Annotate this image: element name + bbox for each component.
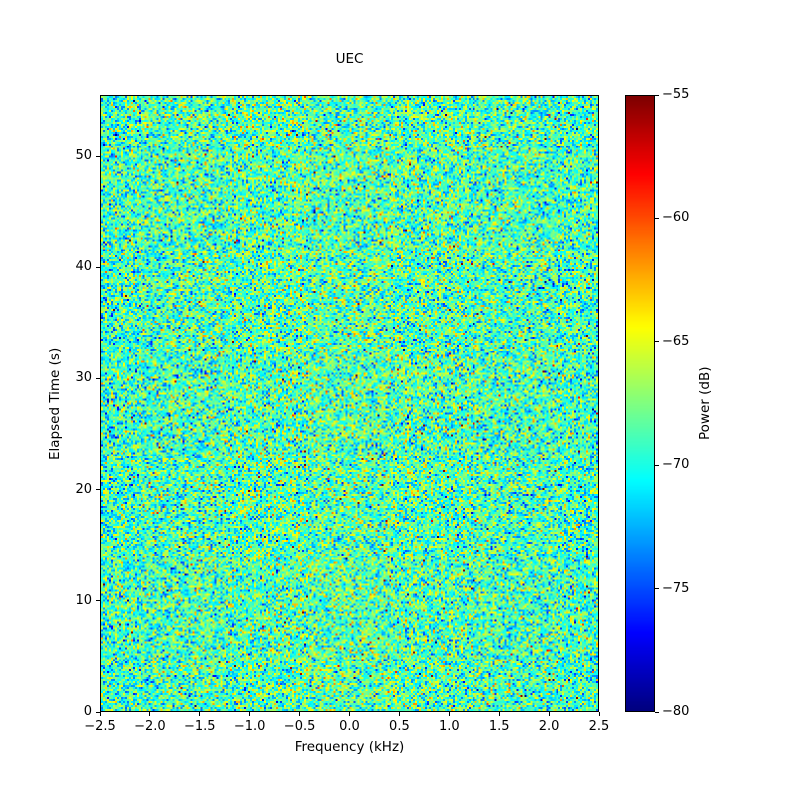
colorbar [625, 95, 655, 712]
colorbar-tick-mark [655, 464, 659, 466]
colorbar-tick-mark [655, 341, 659, 343]
colorbar-tick-label: −55 [662, 87, 690, 102]
x-tick-mark [99, 712, 101, 716]
y-tick-label: 50 [75, 148, 92, 164]
x-tick-mark [249, 712, 251, 716]
y-tick-mark [96, 711, 100, 713]
x-tick-mark [598, 712, 600, 716]
colorbar-tick-mark [655, 94, 659, 96]
y-tick-mark [96, 489, 100, 491]
colorbar-tick-mark [655, 588, 659, 590]
spectrogram-heatmap [101, 96, 598, 711]
y-tick-mark [96, 377, 100, 379]
x-tick-label: 1.5 [488, 719, 510, 734]
x-tick-label: −2.5 [84, 719, 116, 734]
x-tick-mark [149, 712, 151, 716]
x-axis-label: Frequency (kHz) [294, 739, 405, 755]
x-tick-label: 1.0 [438, 719, 460, 734]
x-tick-mark [299, 712, 301, 716]
colorbar-tick-label: −75 [662, 580, 690, 596]
x-tick-mark [548, 712, 550, 716]
x-tick-mark [349, 712, 350, 716]
x-tick-mark [498, 712, 500, 716]
y-tick-label: 20 [75, 481, 92, 497]
chart-title: UEC [335, 51, 364, 67]
y-axis-label: Elapsed Time (s) [47, 347, 63, 460]
heatmap-plot-area [100, 95, 599, 712]
x-tick-mark [398, 712, 400, 716]
x-tick-label: 2.0 [538, 719, 560, 734]
x-tick-label: 2.5 [588, 719, 610, 734]
x-tick-label: −1.0 [233, 719, 266, 734]
x-tick-label: 0.0 [339, 719, 360, 734]
colorbar-tick-label: −80 [662, 704, 690, 719]
colorbar-tick-mark [655, 217, 659, 219]
colorbar-gradient [626, 96, 654, 711]
x-tick-mark [448, 712, 450, 716]
colorbar-tick-mark [655, 711, 659, 713]
x-tick-mark [199, 712, 201, 716]
colorbar-tick-label: −70 [662, 457, 690, 473]
x-tick-label: 0.5 [389, 719, 410, 734]
y-tick-mark [96, 155, 100, 157]
y-tick-label: 0 [83, 704, 92, 719]
y-tick-label: 10 [75, 592, 92, 608]
y-tick-mark [96, 266, 100, 268]
y-tick-label: 40 [75, 259, 92, 275]
x-tick-label: −1.5 [184, 719, 216, 734]
y-tick-label: 30 [75, 370, 92, 386]
colorbar-tick-label: −65 [662, 333, 690, 349]
colorbar-label: Power (dB) [697, 366, 713, 441]
colorbar-tick-label: −60 [662, 210, 690, 226]
y-tick-mark [96, 600, 100, 602]
x-tick-label: −0.5 [283, 719, 316, 734]
x-tick-label: −2.0 [134, 719, 166, 734]
